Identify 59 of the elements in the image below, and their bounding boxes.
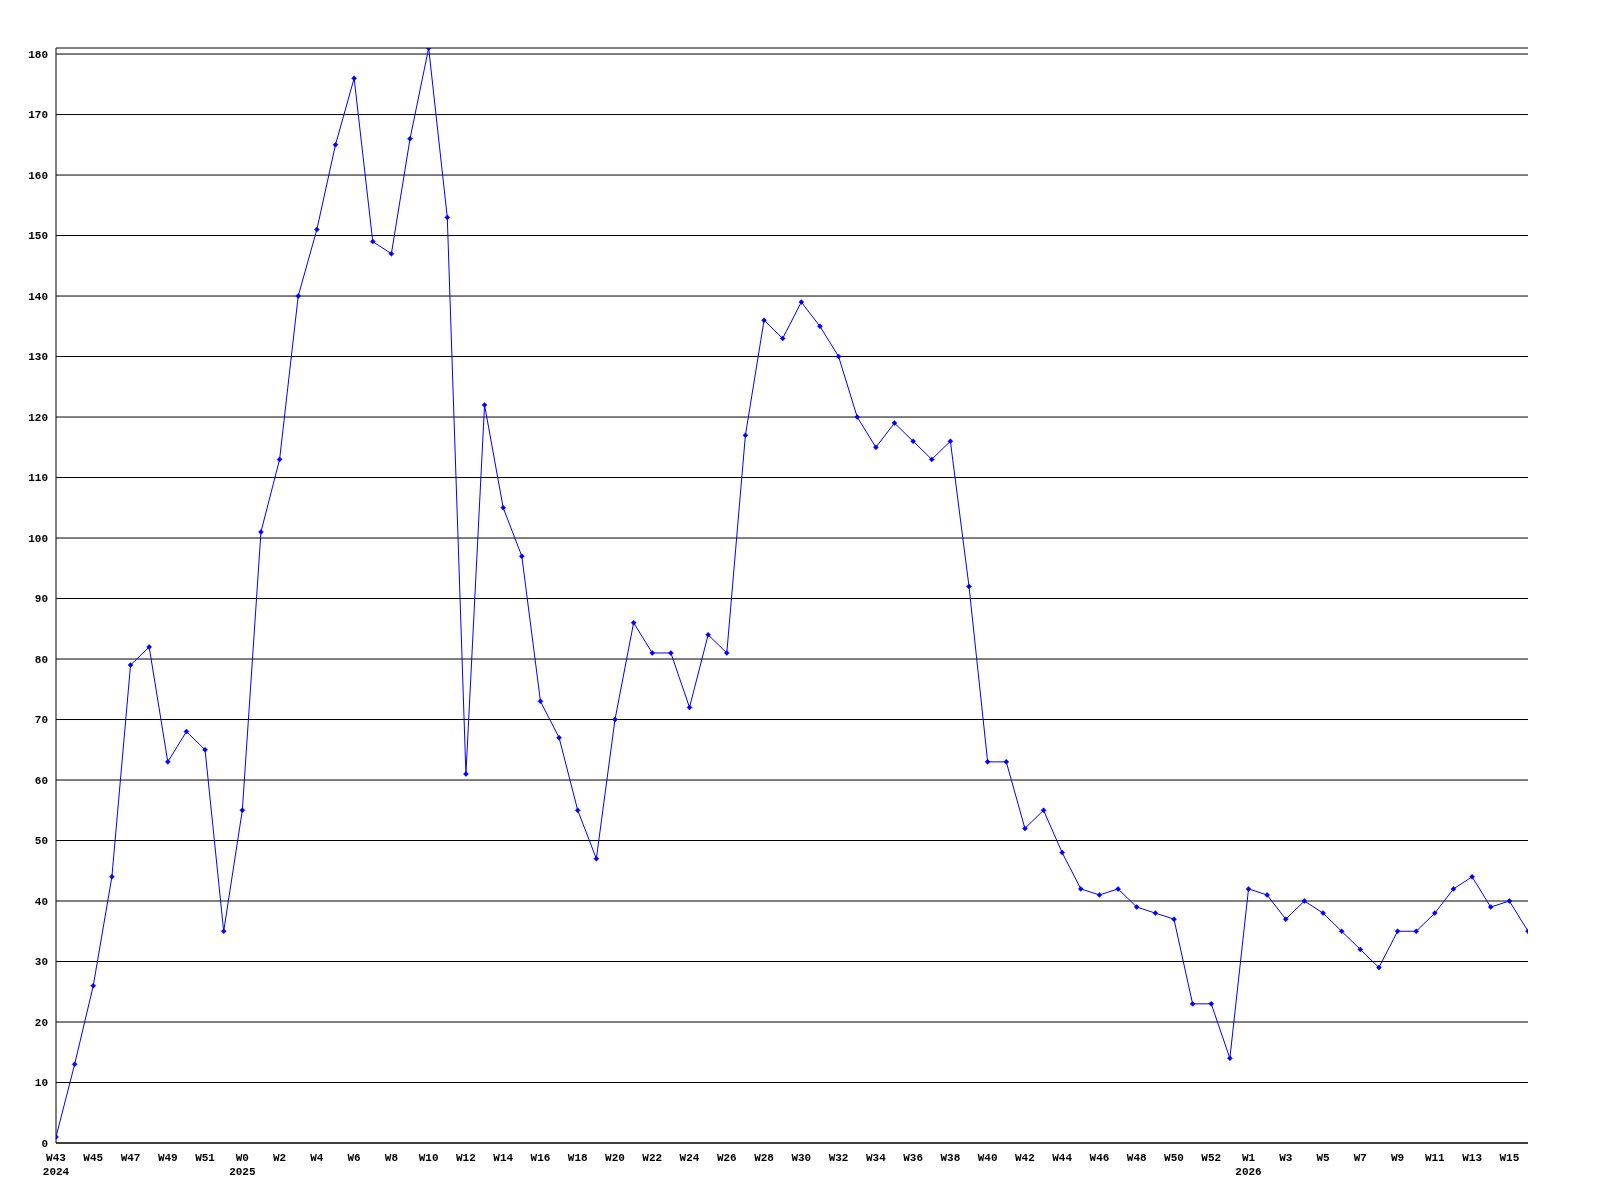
x-tick-label: W42 xyxy=(1015,1152,1035,1164)
x-tick-label: W24 xyxy=(679,1152,700,1164)
x-tick-label: W26 xyxy=(716,1152,737,1164)
x-tick-label: W16 xyxy=(530,1152,551,1164)
x-tick-label: W34 xyxy=(865,1152,887,1164)
x-tick-label: W46 xyxy=(1089,1152,1110,1164)
y-tick-label: 20 xyxy=(34,1016,48,1029)
y-tick-label: 180 xyxy=(28,48,48,61)
y-tick-label: 130 xyxy=(28,351,48,364)
x-tick-label: W13 xyxy=(1462,1152,1483,1164)
x-tick-label: W44 xyxy=(1052,1152,1073,1164)
x-tick-label: W48 xyxy=(1126,1152,1147,1164)
y-tick-label: 110 xyxy=(28,472,48,485)
x-tick-label: W45 xyxy=(83,1152,104,1164)
x-tick-label: W47 xyxy=(120,1152,141,1164)
x-tick-label: W18 xyxy=(567,1152,589,1164)
x-tick-label: W4 xyxy=(310,1152,324,1164)
y-tick-label: 90 xyxy=(34,593,48,606)
x-tick-label: W38 xyxy=(940,1152,961,1164)
x-tick-label: W43 2024 xyxy=(42,1152,70,1178)
x-tick-label: W50 xyxy=(1164,1152,1184,1164)
x-tick-label: W28 xyxy=(754,1152,775,1164)
y-tick-label: 170 xyxy=(28,109,48,122)
x-tick-label: W40 xyxy=(977,1152,998,1164)
y-tick-label: 0 xyxy=(41,1137,48,1150)
y-tick-label: 120 xyxy=(28,411,48,424)
x-tick-label: W11 xyxy=(1424,1152,1446,1164)
x-tick-label: W7 xyxy=(1353,1152,1367,1164)
x-tick-label: W30 xyxy=(791,1152,812,1164)
x-tick-label: W12 xyxy=(456,1152,476,1164)
y-tick-label: 160 xyxy=(28,169,48,182)
y-tick-label: 100 xyxy=(28,532,48,545)
x-tick-label: W5 xyxy=(1316,1152,1331,1164)
y-tick-label: 140 xyxy=(28,290,48,303)
y-tick-label: 40 xyxy=(34,895,48,908)
x-tick-label: W36 xyxy=(903,1152,924,1164)
x-tick-label: W15 xyxy=(1499,1152,1520,1164)
x-tick-label: W2 xyxy=(272,1152,287,1164)
y-tick-label: 60 xyxy=(34,774,48,787)
y-tick-label: 150 xyxy=(28,230,48,243)
x-tick-label: W52 xyxy=(1201,1152,1222,1164)
y-tick-label: 80 xyxy=(34,653,48,666)
x-tick-label: W1 2026 xyxy=(1235,1152,1262,1178)
x-tick-label: W49 xyxy=(157,1152,178,1164)
x-tick-label: W51 xyxy=(195,1152,216,1164)
x-tick-label: W0 2025 xyxy=(229,1152,256,1178)
x-tick-label: W14 xyxy=(493,1152,514,1164)
x-tick-label: W32 xyxy=(828,1152,849,1164)
x-tick-label: W10 xyxy=(418,1152,439,1164)
x-tick-label: W9 xyxy=(1390,1152,1405,1164)
x-tick-label: W6 xyxy=(347,1152,361,1164)
x-tick-label: W22 xyxy=(642,1152,663,1164)
x-tick-label: W3 xyxy=(1279,1152,1293,1164)
x-tick-label: W8 xyxy=(384,1152,399,1164)
y-tick-label: 70 xyxy=(34,714,48,727)
y-tick-label: 30 xyxy=(34,956,48,969)
y-tick-label: 10 xyxy=(34,1077,48,1090)
y-tick-label: 50 xyxy=(34,835,48,848)
x-tick-label: W20 xyxy=(605,1152,625,1164)
